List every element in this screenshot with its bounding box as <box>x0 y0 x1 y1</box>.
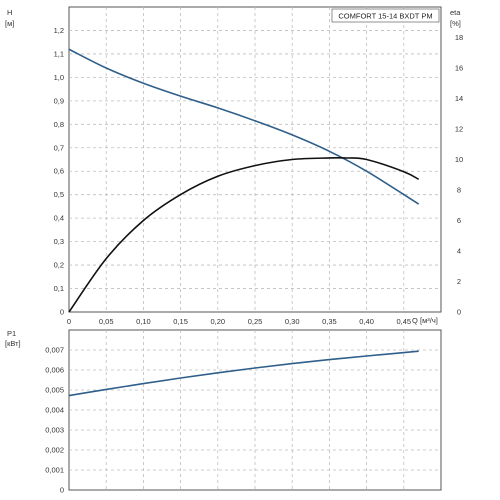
y-tick-label: 0 <box>60 308 64 317</box>
y2-tick-label: 10 <box>455 155 463 164</box>
y-axis-label-p1: P1 <box>7 329 16 338</box>
p1-tick-label: 0,007 <box>45 346 64 355</box>
top-grid <box>69 7 441 312</box>
y-axis-label-h: H <box>7 8 12 17</box>
y2-tick-label: 18 <box>455 33 463 42</box>
y2-axis-unit-eta: [%] <box>450 19 461 28</box>
y2-tick-label: 4 <box>457 247 461 256</box>
y2-tick-label: 0 <box>457 308 461 317</box>
bottom-grid <box>69 330 441 490</box>
y2-axis-label-eta: eta <box>450 8 461 17</box>
power-curve <box>68 350 419 397</box>
efficiency-curve <box>68 156 420 313</box>
x-tick-label: 0,40 <box>359 317 374 326</box>
chart-title-box <box>331 8 440 23</box>
x-tick-label: 0,30 <box>285 317 300 326</box>
y2-tick-label: 16 <box>455 64 463 73</box>
p1-tick-label: 0,001 <box>45 466 64 475</box>
y-tick-label: 0,1 <box>54 284 64 293</box>
y-tick-label: 0,4 <box>54 214 64 223</box>
y-tick-label: 0,3 <box>54 237 64 246</box>
top-y2-tick-labels: 0 2 4 6 8 10 12 14 16 18 <box>455 33 463 317</box>
p1-tick-label: 0,005 <box>45 386 64 395</box>
x-axis-unit-q: [м³/ч] <box>420 316 438 325</box>
y-tick-label: 0,7 <box>54 143 64 152</box>
p1-tick-label: 0,006 <box>45 366 64 375</box>
x-tick-label: 0,15 <box>173 317 188 326</box>
top-series <box>68 48 420 313</box>
p1-tick-label: 0 <box>60 486 64 495</box>
chart-title: COMFORT 15-14 BXDT PM <box>338 12 432 21</box>
y-tick-label: 0,9 <box>54 96 64 105</box>
y-tick-label: 1,2 <box>54 26 64 35</box>
x-tick-label: 0,20 <box>210 317 225 326</box>
p1-tick-label: 0,004 <box>45 406 64 415</box>
bottom-series <box>68 350 419 397</box>
y2-tick-label: 6 <box>457 216 461 225</box>
x-tick-label: 0,10 <box>136 317 151 326</box>
p1-tick-label: 0,002 <box>45 446 64 455</box>
y2-tick-label: 14 <box>455 94 463 103</box>
y2-tick-label: 2 <box>457 277 461 286</box>
y-tick-label: 1,0 <box>54 73 64 82</box>
x-axis-label-q: Q <box>412 316 418 325</box>
x-tick-label: 0,25 <box>248 317 263 326</box>
head-efficiency-panel: 0 0,05 0,10 0,15 0,20 0,25 0,30 0,35 0,40 0,45 00… <box>5 6 463 326</box>
y-tick-label: 1,1 <box>54 49 64 58</box>
x-tick-label: 0,05 <box>99 317 114 326</box>
bottom-y-tick-labels: 0 0,001 0,002 0,003 0,004 0,005 0,006 0,007 <box>45 346 64 495</box>
y2-tick-label: 12 <box>455 125 463 134</box>
y-tick-label: 0,8 <box>54 120 64 129</box>
x-tick-label: 0,45 <box>396 317 411 326</box>
y-tick-label: 0,5 <box>54 190 64 199</box>
y-tick-label: 0,6 <box>54 167 64 176</box>
y-axis-unit-h: [м] <box>5 19 14 28</box>
x-tick-label: 0 <box>67 317 71 326</box>
p1-tick-label: 0,003 <box>45 426 64 435</box>
top-x-tick-labels: 0 0,05 0,10 0,15 0,20 0,25 0,30 0,35 0,40 0,45 <box>67 317 411 326</box>
top-y-tick-labels: 0 0,1 0,2 0,3 0,4 0,5 0,6 0,7 0,8 0,9 1,0 1,1 1,2 <box>54 26 64 317</box>
y2-tick-label: 8 <box>457 186 461 195</box>
y-tick-label: 0,2 <box>54 261 64 270</box>
head-curve <box>68 48 420 205</box>
y-axis-unit-p1: [кВт] <box>5 339 21 348</box>
x-tick-label: 0,35 <box>322 317 337 326</box>
